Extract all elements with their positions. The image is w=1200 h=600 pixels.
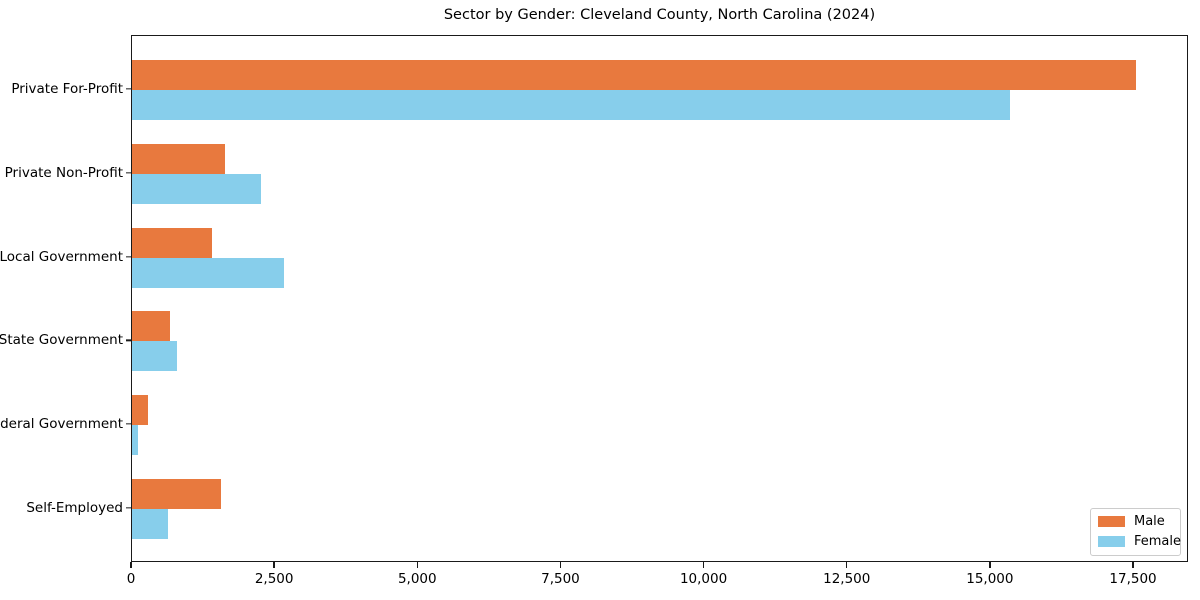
xtick-mark-0 <box>130 562 132 568</box>
ytick-label-private-non-profit: Private Non-Profit <box>4 164 123 181</box>
xtick-mark-17500 <box>1132 562 1134 568</box>
xtick-mark-7500 <box>559 562 562 568</box>
bar-female-state-government <box>132 341 177 372</box>
bar-female-local-government <box>132 257 284 288</box>
ytick-label-local-government: Local Government <box>0 248 123 265</box>
legend-swatch-male <box>1098 516 1125 527</box>
ytick-label-self-employed: Self-Employed <box>26 500 123 516</box>
legend-entry-female: Female <box>1098 534 1181 549</box>
xtick-label-5000: 5,000 <box>397 571 437 587</box>
ytick-label-federal-government: Federal Government <box>0 416 123 433</box>
legend-entry-male: Male <box>1098 514 1173 529</box>
ytick-mark-state-government <box>126 339 131 342</box>
plot-area <box>131 35 1188 562</box>
legend-label-female: Female <box>1134 534 1182 549</box>
bar-male-self-employed <box>132 479 222 509</box>
xtick-label-12500: 12,500 <box>823 571 871 587</box>
xtick-label-2500: 2,500 <box>254 571 294 587</box>
bar-male-private-for-profit <box>132 60 1137 90</box>
legend: Male Female <box>1090 508 1181 556</box>
ytick-mark-private-for-profit <box>126 88 131 90</box>
legend-swatch-female <box>1098 536 1125 547</box>
xtick-mark-2500 <box>273 562 275 568</box>
chart-title: Sector by Gender: Cleveland County, Nort… <box>443 7 876 23</box>
bar-male-local-government <box>132 227 212 258</box>
legend-label-male: Male <box>1134 514 1165 529</box>
xtick-mark-12500 <box>846 562 848 568</box>
ytick-mark-self-employed <box>126 507 131 509</box>
bar-male-state-government <box>132 311 171 342</box>
xtick-mark-5000 <box>416 562 418 568</box>
ytick-mark-private-non-profit <box>126 172 131 174</box>
xtick-label-10000: 10,000 <box>679 571 728 587</box>
bar-male-federal-government <box>132 395 148 426</box>
xtick-mark-10000 <box>702 562 705 568</box>
xtick-label-0: 0 <box>126 571 136 587</box>
xtick-label-17500: 17,500 <box>1109 571 1157 587</box>
ytick-mark-federal-government <box>126 423 131 425</box>
xtick-mark-15000 <box>989 562 991 568</box>
xtick-label-15000: 15,000 <box>966 571 1014 587</box>
xtick-label-7500: 7,500 <box>541 571 580 587</box>
ytick-label-private-for-profit: Private For-Profit <box>11 81 123 97</box>
ytick-label-state-government: State Government <box>0 332 123 349</box>
bar-female-federal-government <box>132 425 139 456</box>
bar-female-self-employed <box>132 509 168 539</box>
bar-female-private-non-profit <box>132 173 262 204</box>
bar-male-private-non-profit <box>132 143 226 174</box>
bar-female-private-for-profit <box>132 90 1011 120</box>
ytick-mark-local-government <box>126 255 131 258</box>
